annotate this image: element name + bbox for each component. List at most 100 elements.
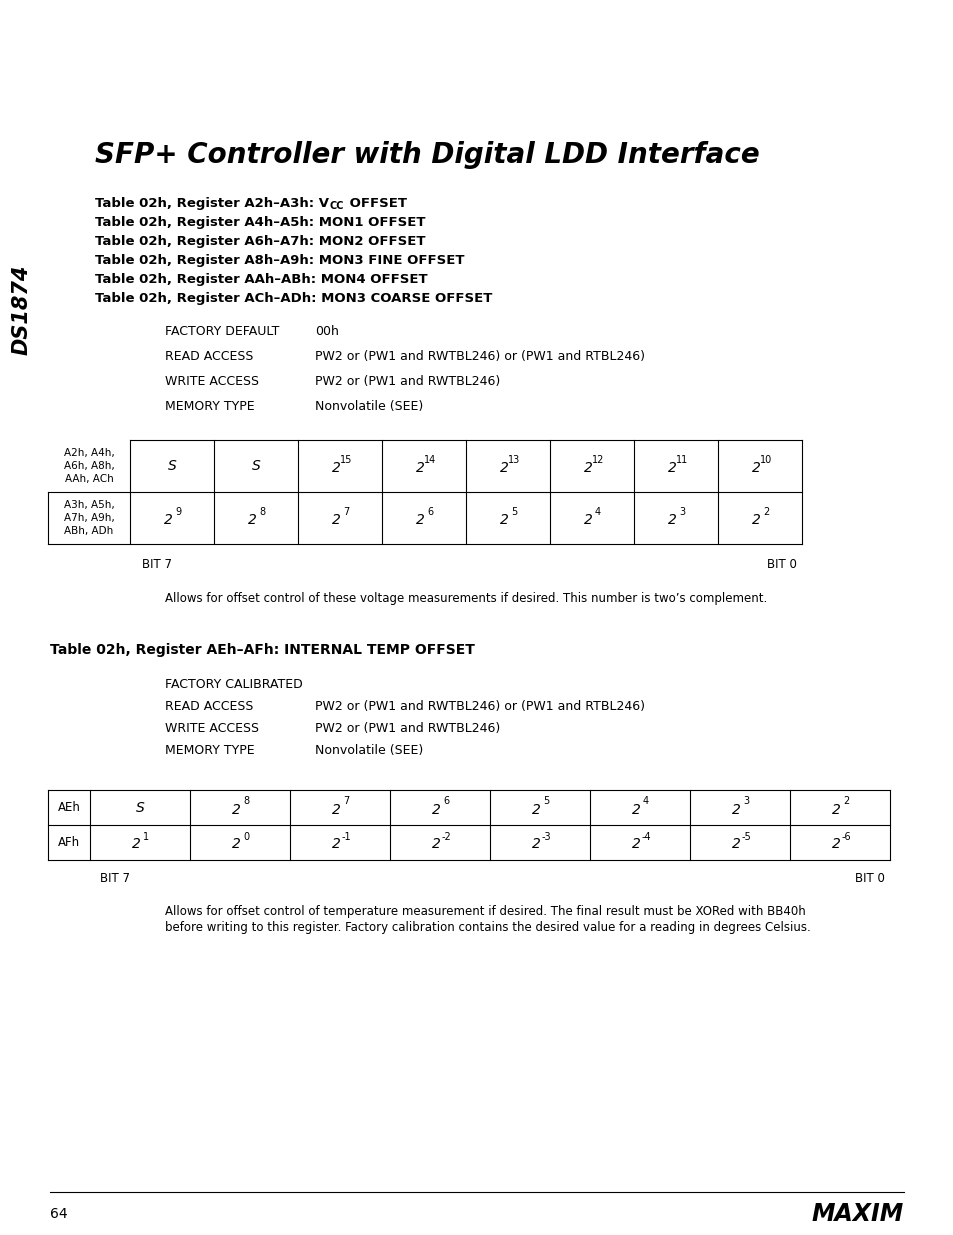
Text: 9: 9 [174,508,181,517]
Text: A2h, A4h,
A6h, A8h,
AAh, ACh: A2h, A4h, A6h, A8h, AAh, ACh [64,448,114,484]
Text: 2: 2 [667,513,676,527]
Text: 0: 0 [243,831,249,841]
Text: 2: 2 [731,803,740,816]
Text: BIT 7: BIT 7 [142,558,172,571]
Text: 2: 2 [431,803,440,816]
Text: Nonvolatile (SEE): Nonvolatile (SEE) [314,743,423,757]
Text: 2: 2 [731,837,740,851]
Text: 2: 2 [842,797,848,806]
Text: -5: -5 [740,831,750,841]
Text: 4: 4 [595,508,600,517]
Text: BIT 0: BIT 0 [766,558,796,571]
Text: 2: 2 [499,461,508,475]
Text: Table 02h, Register ACh–ADh: MON3 COARSE OFFSET: Table 02h, Register ACh–ADh: MON3 COARSE… [95,291,492,305]
Text: 7: 7 [342,797,349,806]
Text: AEh: AEh [57,802,80,814]
Text: 2: 2 [416,461,424,475]
Text: 2: 2 [332,513,340,527]
Text: SFP+ Controller with Digital LDD Interface: SFP+ Controller with Digital LDD Interfa… [95,141,759,169]
Text: 64: 64 [50,1207,68,1221]
Text: 2: 2 [332,837,340,851]
Text: 2: 2 [831,837,840,851]
Text: Table 02h, Register A6h–A7h: MON2 OFFSET: Table 02h, Register A6h–A7h: MON2 OFFSET [95,235,425,248]
Text: 2: 2 [431,837,440,851]
Text: 5: 5 [542,797,549,806]
Text: 7: 7 [342,508,349,517]
Text: PW2 or (PW1 and RWTBL246): PW2 or (PW1 and RWTBL246) [314,375,499,388]
Text: PW2 or (PW1 and RWTBL246) or (PW1 and RTBL246): PW2 or (PW1 and RWTBL246) or (PW1 and RT… [314,350,644,363]
Text: 2: 2 [416,513,424,527]
Text: 2: 2 [631,803,639,816]
Text: PW2 or (PW1 and RWTBL246) or (PW1 and RTBL246): PW2 or (PW1 and RWTBL246) or (PW1 and RT… [314,700,644,713]
Text: 1: 1 [143,831,149,841]
Text: WRITE ACCESS: WRITE ACCESS [165,722,258,735]
Text: 2: 2 [631,837,639,851]
Text: Allows for offset control of these voltage measurements if desired. This number : Allows for offset control of these volta… [165,592,766,605]
Text: 2: 2 [667,461,676,475]
Text: CC: CC [330,201,344,211]
Text: 13: 13 [507,454,519,466]
Text: S: S [252,459,260,473]
Text: Nonvolatile (SEE): Nonvolatile (SEE) [314,400,423,412]
Text: OFFSET: OFFSET [345,198,407,210]
Text: READ ACCESS: READ ACCESS [165,700,253,713]
Text: Table 02h, Register A8h–A9h: MON3 FINE OFFSET: Table 02h, Register A8h–A9h: MON3 FINE O… [95,254,464,267]
Text: 2: 2 [531,803,539,816]
Text: WRITE ACCESS: WRITE ACCESS [165,375,258,388]
Text: 2: 2 [132,837,140,851]
Text: MAXIM: MAXIM [811,1202,903,1226]
Text: -1: -1 [341,831,351,841]
Text: S: S [135,800,144,815]
Text: BIT 7: BIT 7 [100,872,130,885]
Text: 2: 2 [751,461,760,475]
Text: Table 02h, Register AAh–ABh: MON4 OFFSET: Table 02h, Register AAh–ABh: MON4 OFFSET [95,273,427,287]
Text: before writing to this register. Factory calibration contains the desired value : before writing to this register. Factory… [165,921,810,934]
Text: 11: 11 [675,454,687,466]
Text: 14: 14 [423,454,436,466]
Text: 8: 8 [243,797,249,806]
Text: -6: -6 [841,831,850,841]
Text: 8: 8 [258,508,265,517]
Text: 4: 4 [642,797,648,806]
Text: 12: 12 [591,454,603,466]
Text: 15: 15 [339,454,352,466]
Text: 2: 2 [163,513,172,527]
Text: 2: 2 [499,513,508,527]
Text: -3: -3 [540,831,550,841]
Text: 3: 3 [742,797,748,806]
Text: 2: 2 [247,513,256,527]
Text: BIT 0: BIT 0 [854,872,884,885]
Text: DS1874: DS1874 [12,264,32,356]
Text: AFh: AFh [58,836,80,848]
Text: 2: 2 [762,508,768,517]
Text: 2: 2 [583,513,592,527]
Text: FACTORY CALIBRATED: FACTORY CALIBRATED [165,678,302,692]
Text: 2: 2 [583,461,592,475]
Text: 2: 2 [232,803,240,816]
Text: PW2 or (PW1 and RWTBL246): PW2 or (PW1 and RWTBL246) [314,722,499,735]
Text: A3h, A5h,
A7h, A9h,
ABh, ADh: A3h, A5h, A7h, A9h, ABh, ADh [64,500,114,536]
Text: 2: 2 [751,513,760,527]
Text: 00h: 00h [314,325,338,338]
Text: MEMORY TYPE: MEMORY TYPE [165,743,254,757]
Text: 2: 2 [232,837,240,851]
Text: S: S [168,459,176,473]
Text: Allows for offset control of temperature measurement if desired. The final resul: Allows for offset control of temperature… [165,905,805,918]
Text: -4: -4 [640,831,650,841]
Text: Table 02h, Register A4h–A5h: MON1 OFFSET: Table 02h, Register A4h–A5h: MON1 OFFSET [95,216,425,228]
Text: 2: 2 [531,837,539,851]
Text: 5: 5 [511,508,517,517]
Text: READ ACCESS: READ ACCESS [165,350,253,363]
Text: 2: 2 [332,461,340,475]
Text: 10: 10 [760,454,771,466]
Text: MEMORY TYPE: MEMORY TYPE [165,400,254,412]
Text: FACTORY DEFAULT: FACTORY DEFAULT [165,325,279,338]
Text: 6: 6 [442,797,449,806]
Text: 2: 2 [332,803,340,816]
Text: 3: 3 [679,508,684,517]
Text: Table 02h, Register AEh–AFh: INTERNAL TEMP OFFSET: Table 02h, Register AEh–AFh: INTERNAL TE… [50,643,475,657]
Text: -2: -2 [440,831,451,841]
Text: 2: 2 [831,803,840,816]
Text: Table 02h, Register A2h–A3h: V: Table 02h, Register A2h–A3h: V [95,198,329,210]
Text: 6: 6 [427,508,433,517]
